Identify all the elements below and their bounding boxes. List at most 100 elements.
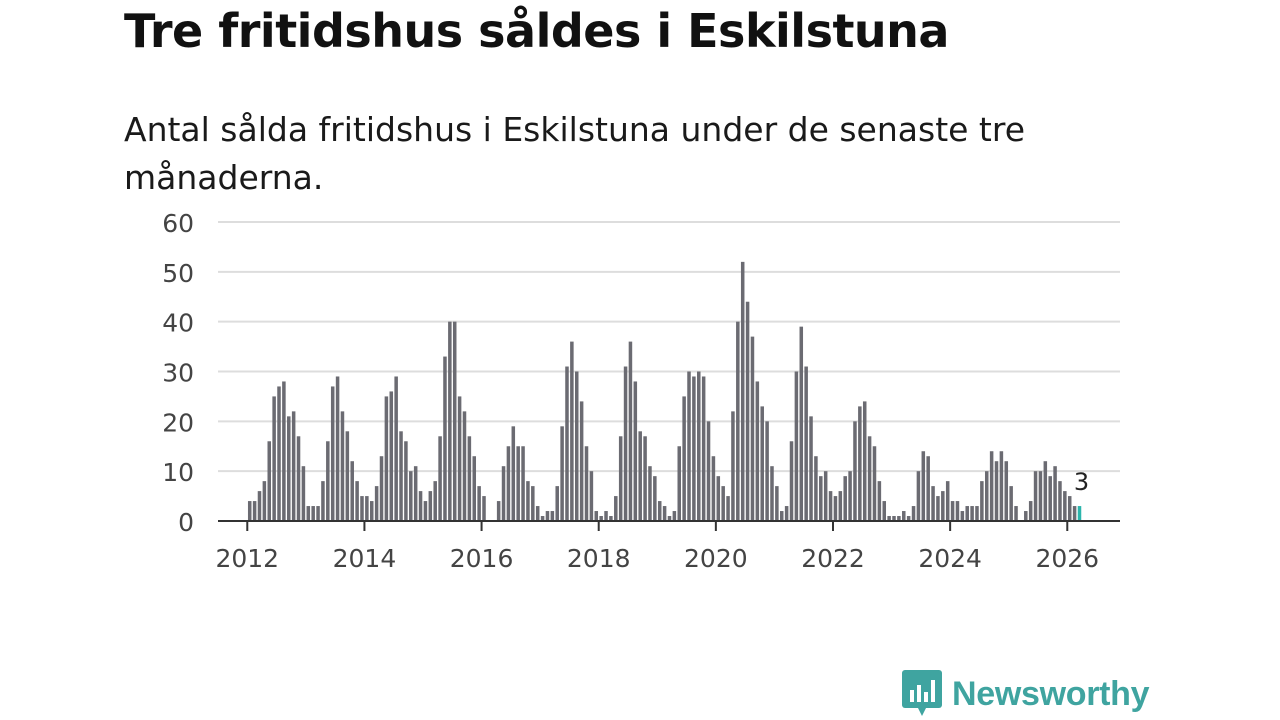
bar [482,496,486,521]
bar [335,376,340,521]
bar [428,491,433,521]
bar [360,496,364,521]
bar [706,421,711,521]
bar [321,481,325,521]
bar [565,366,569,521]
bar [902,511,906,521]
bar [291,411,296,521]
bar [858,406,862,521]
bar [755,381,760,521]
chart-subtitle: Antal sålda fritidshus i Eskilstuna unde… [124,110,1026,197]
newsworthy-icon [902,670,942,716]
bar [994,461,999,521]
bar [594,511,599,521]
bar [326,441,330,521]
bar [799,326,804,521]
bar [511,426,516,521]
bar [872,446,877,521]
bar [950,501,955,521]
bar [570,341,574,521]
bar [477,486,481,521]
bar [745,301,750,521]
x-tick-label: 2016 [450,544,514,573]
bar [267,441,272,521]
bar [472,456,477,521]
bar [448,321,452,521]
bar [848,471,852,521]
y-tick-label: 50 [162,259,194,288]
bar [892,516,896,521]
bar [677,446,682,521]
bar [443,356,447,521]
bar [496,501,501,521]
chart-title: Tre fritidshus såldes i Eskilstuna [124,4,949,58]
bar [887,516,891,521]
bar [916,471,921,521]
bar [526,481,530,521]
y-tick-label: 40 [162,309,194,338]
bar [374,486,379,521]
bar [819,476,823,521]
bar [438,436,442,521]
bar [555,486,559,521]
bar [794,371,799,521]
y-tick-label: 30 [162,359,194,388]
bar [599,516,603,521]
bar [296,436,301,521]
bar [809,416,813,521]
bar [604,511,608,521]
bar [980,481,984,521]
bar [506,446,511,521]
bar [931,486,935,521]
bar [1053,466,1057,521]
bar [589,471,594,521]
x-tick-label: 2022 [801,544,865,573]
bar [638,431,642,521]
bar [1067,496,1072,521]
bar [911,506,916,521]
x-tick-label: 2012 [215,544,279,573]
bar [262,481,267,521]
bar [531,486,535,521]
bar [394,376,398,521]
bar [736,321,740,521]
bar [306,506,311,521]
y-tick-label: 10 [162,458,194,487]
bar [516,446,520,521]
bar [409,471,413,521]
brand-logo[interactable]: Newsworthy [902,670,1150,718]
bar [882,501,887,521]
bar [838,491,843,521]
bar [692,376,696,521]
bars [247,261,1082,521]
bar [452,321,457,521]
bar [760,406,764,521]
bar [633,381,638,521]
bar [682,396,686,521]
bar [618,436,623,521]
bar [540,516,545,521]
bar [731,411,735,521]
bar [345,431,350,521]
bar [648,466,652,521]
bar [823,471,828,521]
y-tick-label: 0 [178,508,194,537]
bar [955,501,960,521]
bar [1033,471,1038,521]
y-tick-label: 60 [162,209,194,238]
bar [355,481,359,521]
bar [277,386,281,521]
bar [667,516,672,521]
bar [775,486,779,521]
y-tick-label: 20 [162,408,194,437]
bar [945,481,950,521]
bar [867,436,872,521]
bar [247,501,252,521]
bar [369,501,374,521]
bar [926,456,930,521]
bar [779,511,784,521]
bar [379,456,384,521]
bar [574,371,579,521]
bar [521,446,525,521]
